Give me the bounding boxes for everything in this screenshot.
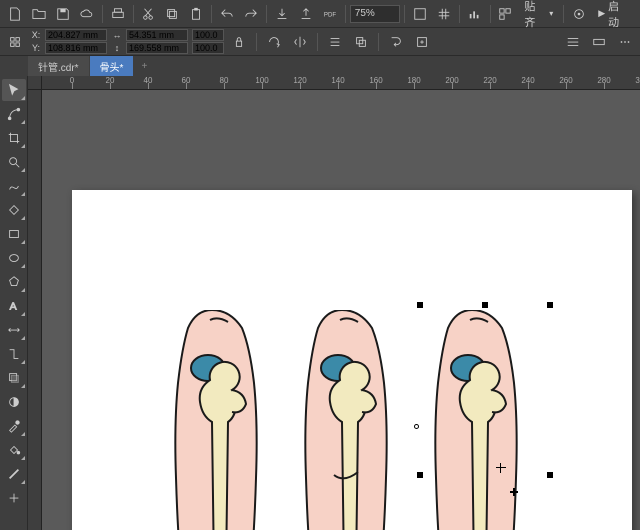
canvas[interactable]: 0204060801001201401601802002202402602803…: [28, 76, 640, 530]
ruler-corner[interactable]: [28, 76, 42, 90]
dropshadow-tool-icon[interactable]: [2, 367, 26, 389]
rotate-icon[interactable]: [263, 31, 285, 53]
outline-width-icon[interactable]: [562, 31, 584, 53]
outline-tool-icon[interactable]: [2, 463, 26, 485]
undo-icon[interactable]: [216, 3, 238, 25]
plus-tool-icon[interactable]: [2, 487, 26, 509]
cut-icon[interactable]: [138, 3, 160, 25]
snap-label: 贴齐: [524, 0, 546, 30]
femur-illustration[interactable]: [290, 310, 410, 530]
options-icon[interactable]: [568, 3, 590, 25]
height-icon: ↕: [111, 43, 123, 53]
width-icon: ↔: [111, 30, 123, 40]
pick-tool-icon[interactable]: [2, 79, 26, 101]
svg-text:PDF: PDF: [324, 11, 336, 18]
pdf-icon[interactable]: PDF: [319, 3, 341, 25]
size-block: ↔ ↕: [111, 29, 188, 54]
width-input[interactable]: [126, 29, 188, 41]
polygon-tool-icon[interactable]: [2, 271, 26, 293]
connector-tool-icon[interactable]: [2, 343, 26, 365]
document-tab[interactable]: 骨头*: [90, 56, 134, 76]
selection-handle[interactable]: [417, 472, 423, 478]
chart-icon[interactable]: [464, 3, 486, 25]
scale-block: [192, 29, 224, 54]
y-label: Y:: [30, 43, 42, 53]
x-input[interactable]: [45, 29, 107, 41]
position-block: X: Y:: [30, 29, 107, 54]
x-label: X:: [30, 30, 42, 40]
rectangle-tool-icon[interactable]: [2, 223, 26, 245]
toolbox: A: [0, 76, 28, 530]
document-tab[interactable]: 针管.cdr*: [28, 56, 89, 76]
grid-icon[interactable]: [433, 3, 455, 25]
horizontal-ruler[interactable]: 0204060801001201401601802002202402602803…: [42, 76, 640, 90]
text-tool-icon[interactable]: A: [2, 295, 26, 317]
import-icon[interactable]: [271, 3, 293, 25]
launch-label: 启动: [608, 0, 630, 30]
thumbnail-icon[interactable]: [495, 3, 517, 25]
fill-tool-icon[interactable]: [2, 439, 26, 461]
zoom-tool-icon[interactable]: [2, 151, 26, 173]
wrap-icon[interactable]: [385, 31, 407, 53]
selection-handle[interactable]: [417, 302, 423, 308]
print-icon[interactable]: [107, 3, 129, 25]
freehand-tool-icon[interactable]: [2, 175, 26, 197]
zoom-input[interactable]: [350, 5, 400, 23]
selection-x-mark: [496, 463, 506, 473]
add-tab-button[interactable]: +: [134, 56, 154, 76]
selection-handle[interactable]: [482, 302, 488, 308]
femur-illustration[interactable]: [160, 310, 280, 530]
smear-tool-icon[interactable]: [2, 199, 26, 221]
page[interactable]: [72, 190, 632, 530]
y-input[interactable]: [45, 42, 107, 54]
fullscreen-icon[interactable]: [409, 3, 431, 25]
save-icon[interactable]: [52, 3, 74, 25]
outline-style-icon[interactable]: [588, 31, 610, 53]
grid-small-icon[interactable]: [4, 31, 26, 53]
selection-handle[interactable]: [547, 302, 553, 308]
main-toolbar: PDF 贴齐▾ ▶启动: [0, 0, 640, 28]
selection-handle[interactable]: [547, 472, 553, 478]
paste-icon[interactable]: [185, 3, 207, 25]
eyedropper-tool-icon[interactable]: [2, 415, 26, 437]
scale-y-input[interactable]: [192, 42, 224, 54]
svg-text:A: A: [9, 301, 16, 313]
selection-indicator: [414, 424, 419, 429]
copy-icon[interactable]: [161, 3, 183, 25]
workspace[interactable]: [42, 90, 640, 530]
align-icon[interactable]: [324, 31, 346, 53]
redo-icon[interactable]: [240, 3, 262, 25]
order-icon[interactable]: [350, 31, 372, 53]
launch-button[interactable]: ▶启动: [592, 3, 636, 25]
height-input[interactable]: [126, 42, 188, 54]
dimension-tool-icon[interactable]: [2, 319, 26, 341]
more-icon[interactable]: [614, 31, 636, 53]
lock-ratio-icon[interactable]: [228, 31, 250, 53]
move-cursor-icon: [510, 488, 518, 496]
ellipse-tool-icon[interactable]: [2, 247, 26, 269]
open-icon[interactable]: [28, 3, 50, 25]
powerclip-icon[interactable]: [411, 31, 433, 53]
document-tabs: 针管.cdr*骨头* +: [0, 56, 640, 76]
transparency-tool-icon[interactable]: [2, 391, 26, 413]
cloud-icon[interactable]: [76, 3, 98, 25]
scale-x-input[interactable]: [192, 29, 224, 41]
flip-h-icon[interactable]: [289, 31, 311, 53]
property-bar: X: Y: ↔ ↕: [0, 28, 640, 56]
new-icon[interactable]: [4, 3, 26, 25]
export-icon[interactable]: [295, 3, 317, 25]
vertical-ruler[interactable]: [28, 90, 42, 530]
crop-tool-icon[interactable]: [2, 127, 26, 149]
snap-button[interactable]: 贴齐▾: [518, 3, 559, 25]
femur-illustration[interactable]: [420, 310, 540, 530]
shape-tool-icon[interactable]: [2, 103, 26, 125]
